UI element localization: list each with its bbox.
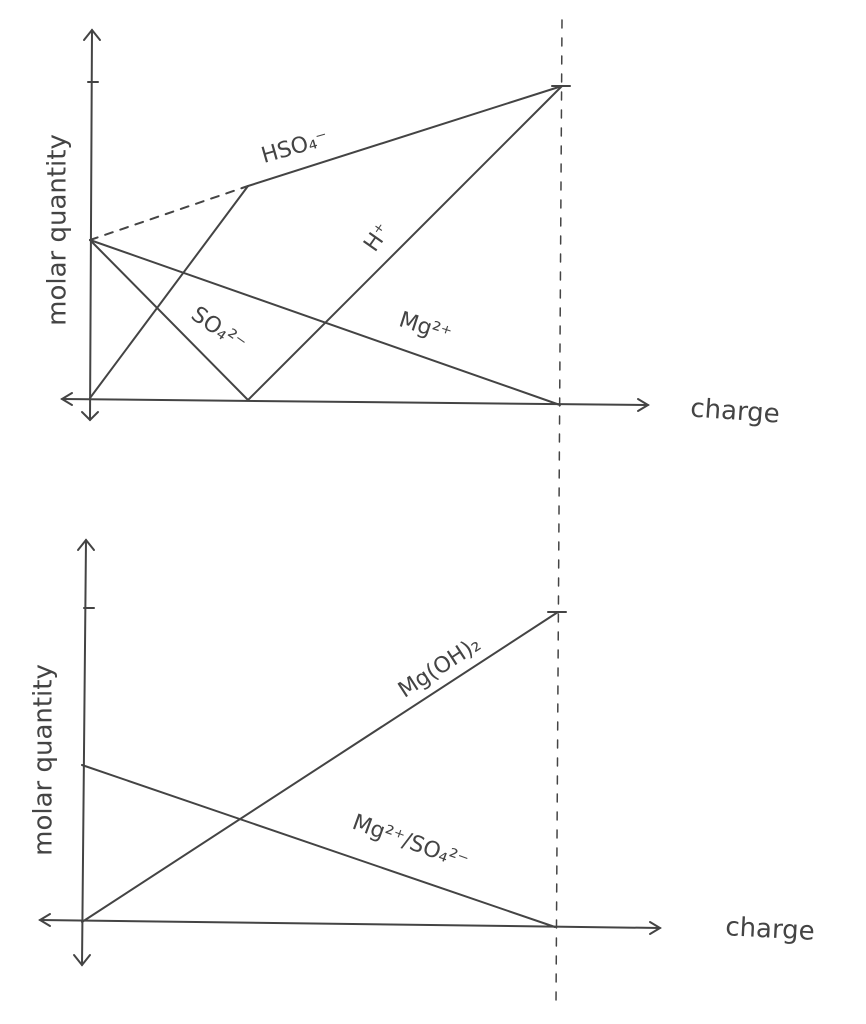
x-axis-label: charge [689, 393, 780, 429]
bottom-plot: molar quantity charge Mg(OH)₂ Mg²⁺/SO₄²⁻ [29, 538, 816, 967]
arrow [649, 921, 662, 935]
line [81, 611, 559, 923]
dashed-line [89, 185, 249, 241]
line-label: H⁺ [359, 219, 396, 256]
arrow [81, 411, 99, 422]
line-label: Mg²⁺/SO₄²⁻ [349, 810, 472, 875]
y-axis-label: molar quantity [43, 134, 73, 326]
line [89, 239, 249, 401]
arrow [60, 392, 73, 406]
y-axis [89, 29, 93, 421]
arrow [73, 954, 91, 967]
arrow [83, 28, 101, 41]
x-axis [61, 398, 649, 406]
line-label: SO₄²⁻ [186, 302, 250, 357]
arrow [77, 538, 95, 551]
arrow [637, 398, 650, 412]
line [89, 185, 249, 399]
line-label: Mg²⁺ [396, 307, 455, 347]
line [247, 85, 563, 401]
line [89, 239, 561, 406]
y-axis [81, 539, 87, 966]
y-axis-label: molar quantity [29, 664, 59, 856]
x-axis [39, 919, 661, 929]
top-plot: molar quantity charge HSO₄⁻ H⁺ SO₄²⁻ Mg²… [43, 28, 781, 430]
arrow [38, 913, 51, 927]
x-axis-label: charge [725, 912, 816, 947]
dashed-divider [555, 19, 563, 1006]
line [81, 764, 556, 928]
line [247, 85, 563, 187]
